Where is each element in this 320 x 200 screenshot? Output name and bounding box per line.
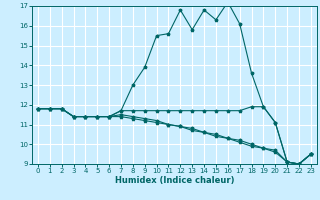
X-axis label: Humidex (Indice chaleur): Humidex (Indice chaleur) — [115, 176, 234, 185]
